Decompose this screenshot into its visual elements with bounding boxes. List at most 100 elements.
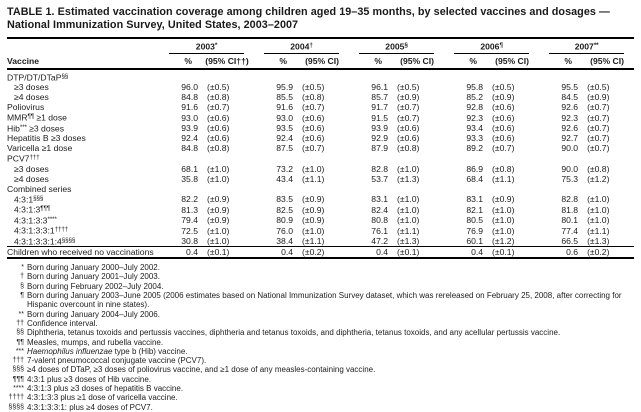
percent-value: 85.2 [466,92,484,103]
percent-value: 95.5 [561,82,579,93]
ci-value: (±0.7) [587,133,610,144]
footnote-text: ≥4 doses of DTaP, ≥3 doses of poliovirus… [27,365,376,375]
table-row: ≥4 doses 84.8 (±0.8) 85.5 (±0.8) 85.7 (±0.9) 85… [7,92,634,102]
percent-value: 91.7 [371,102,389,113]
ci-value: (±1.0) [492,204,515,215]
table-header: 2003* 2004† 2005§ 2006¶ 2007** Vaccine% (95% C… [7,38,635,70]
vaccine-label: ≥4 doses [14,92,49,103]
ci-value: (±1.2) [587,173,610,184]
corner-cell [7,38,159,54]
ci-value: (±1.0) [587,204,610,215]
percent-value: 82.2 [181,194,198,205]
ci-value: (±0.6) [492,112,515,123]
percent-value: 93.3 [466,133,484,144]
ci-value: (±0.5) [492,82,515,93]
table-title: TABLE 1. Estimated vaccination coverage … [7,6,610,31]
ci-value: (±1.0) [302,225,325,236]
percent-value: 43.4 [276,173,294,184]
vaccination-coverage-table: 2003* 2004† 2005§ 2006¶ 2007** Vaccine% (95% C… [7,37,635,260]
percent-value: 84.5 [561,92,579,103]
ci-value: (±1.1) [492,173,515,184]
percent-value: 77.4 [561,225,579,236]
ci-value: (±0.9) [397,92,420,103]
vaccine-label: Hepatitis B ≥3 doses [7,133,86,144]
footnote-marker: ¶¶ [16,338,24,346]
percent-value: 82.8 [371,163,389,174]
footnote-text: 4:3:1:3 plus ≥3 doses of hepatitis B vac… [27,384,184,394]
table-row: ≥3 doses 96.0 (±0.5) 95.9 (±0.5) 96.1 (±0.5) 95… [7,82,634,92]
vaccine-group-row: PCV7††† [7,153,634,164]
table-row: ≥3 doses 68.1 (±1.0) 73.2 (±1.0) 82.8 (±1.0) 86… [7,164,634,174]
percent-value: 92.3 [561,112,579,123]
footnote-text: 4:3:1:3:3:1: plus ≥4 doses of PCV7. [27,402,153,412]
ci-column-header: (95% CI) [390,53,445,70]
ci-value: (±1.0) [207,225,230,236]
ci-value: (±0.9) [587,92,610,103]
percent-value: 87.5 [276,143,294,154]
ci-value: (±0.6) [207,133,230,144]
percent-value: 95.9 [276,82,294,93]
ci-value: (±0.6) [302,123,325,134]
percent-value: 84.8 [181,143,198,154]
ci-value: (±0.7) [587,112,610,123]
vaccine-label: MMR¶¶ ≥1 dose [7,112,67,123]
percent-value: 92.4 [276,133,294,144]
ci-value: (±0.6) [302,133,325,144]
ci-value: (±0.8) [207,143,230,154]
vaccine-label: Hib*** ≥3 doses [7,123,64,134]
percent-value: 47.2 [371,236,389,247]
vaccine-label: Children who received no vaccinations [7,246,159,259]
percent-value: 82.5 [276,204,294,215]
footnote-marker: ¶ [20,292,24,300]
vaccine-label: Varicella ≥1 dose [7,143,73,154]
vaccine-label: 4:3:1:3:3**** [14,215,57,226]
percent-value: 86.9 [466,163,484,174]
vaccine-label: ≥3 doses [14,163,49,174]
year-label: 2005§ [359,41,435,54]
ci-value: (±0.8) [397,143,420,154]
ci-value: (±1.0) [207,173,230,184]
footnote-marker: §§ [16,329,24,337]
footnote-text: Haemophilus influenzae type b (Hib) vacc… [27,346,188,356]
vaccine-label: 4:3:1§§§ [14,194,44,205]
table-row: 4:3:1:3:3**** 79.4 (±0.9) 80.9 (±0.9) 80.8 (±1… [7,215,634,226]
vaccine-label: 4:3:1:3:3:1†††† [14,225,69,236]
table-row: 4:3:1:3:3:1:4§§§§ 30.8 (±1.0) 38.4 (±1.1) 47.… [7,236,634,247]
percent-value: 95.8 [466,82,484,93]
footnotes: * Born during January 2000–July 2002. † Bor… [7,263,634,412]
ci-value: (±1.0) [397,204,420,215]
percent-value: 0.4 [254,246,296,259]
percent-value: 80.9 [276,215,294,226]
ci-value: (±0.1) [390,246,445,259]
footnote: ¶ Born during January 2003–June 2005 (200… [7,291,634,310]
percent-value: 93.0 [276,112,294,123]
footnote-text: Diphtheria, tetanus toxoids and pertussi… [27,328,561,338]
table-row: Hib*** ≥3 doses 93.9 (±0.6) 93.5 (±0.6) 93.9 (… [7,123,634,134]
vaccine-label: ≥4 doses [14,173,49,184]
year-header-row: 2003* 2004† 2005§ 2006¶ 2007** [7,38,634,54]
ci-value: (±1.3) [587,236,610,247]
footnote-marker: §§§§ [61,236,76,244]
footnote-marker: §§§§ [8,403,24,411]
ci-value: (±0.6) [207,123,230,134]
percent-value: 91.6 [181,102,198,113]
percent-value: 76.0 [276,225,294,236]
vaccine-label: Combined series [7,183,72,194]
ci-value: (±1.1) [397,225,420,236]
percent-value: 82.1 [466,204,484,215]
ci-value: (±0.6) [492,102,515,113]
percent-value: 66.5 [561,236,579,247]
percent-value: 80.1 [561,215,579,226]
footnote-marker: §§§ [33,194,44,202]
footnote: § Born during February 2002–July 2004. [7,282,634,291]
footnote-marker: † [20,273,24,281]
ci-value: (±0.1) [485,246,540,259]
percent-value: 92.6 [561,123,579,134]
table-row: ≥4 doses 35.8 (±1.0) 43.4 (±1.1) 53.7 (±1.3) 68… [7,174,634,184]
footnote: * Born during January 2000–July 2002. [7,263,634,272]
ci-value: (±0.9) [492,92,515,103]
ci-value: (±1.0) [302,163,325,174]
footnote-marker: ¶¶¶ [12,375,24,383]
footnote-marker: ††† [29,154,40,162]
